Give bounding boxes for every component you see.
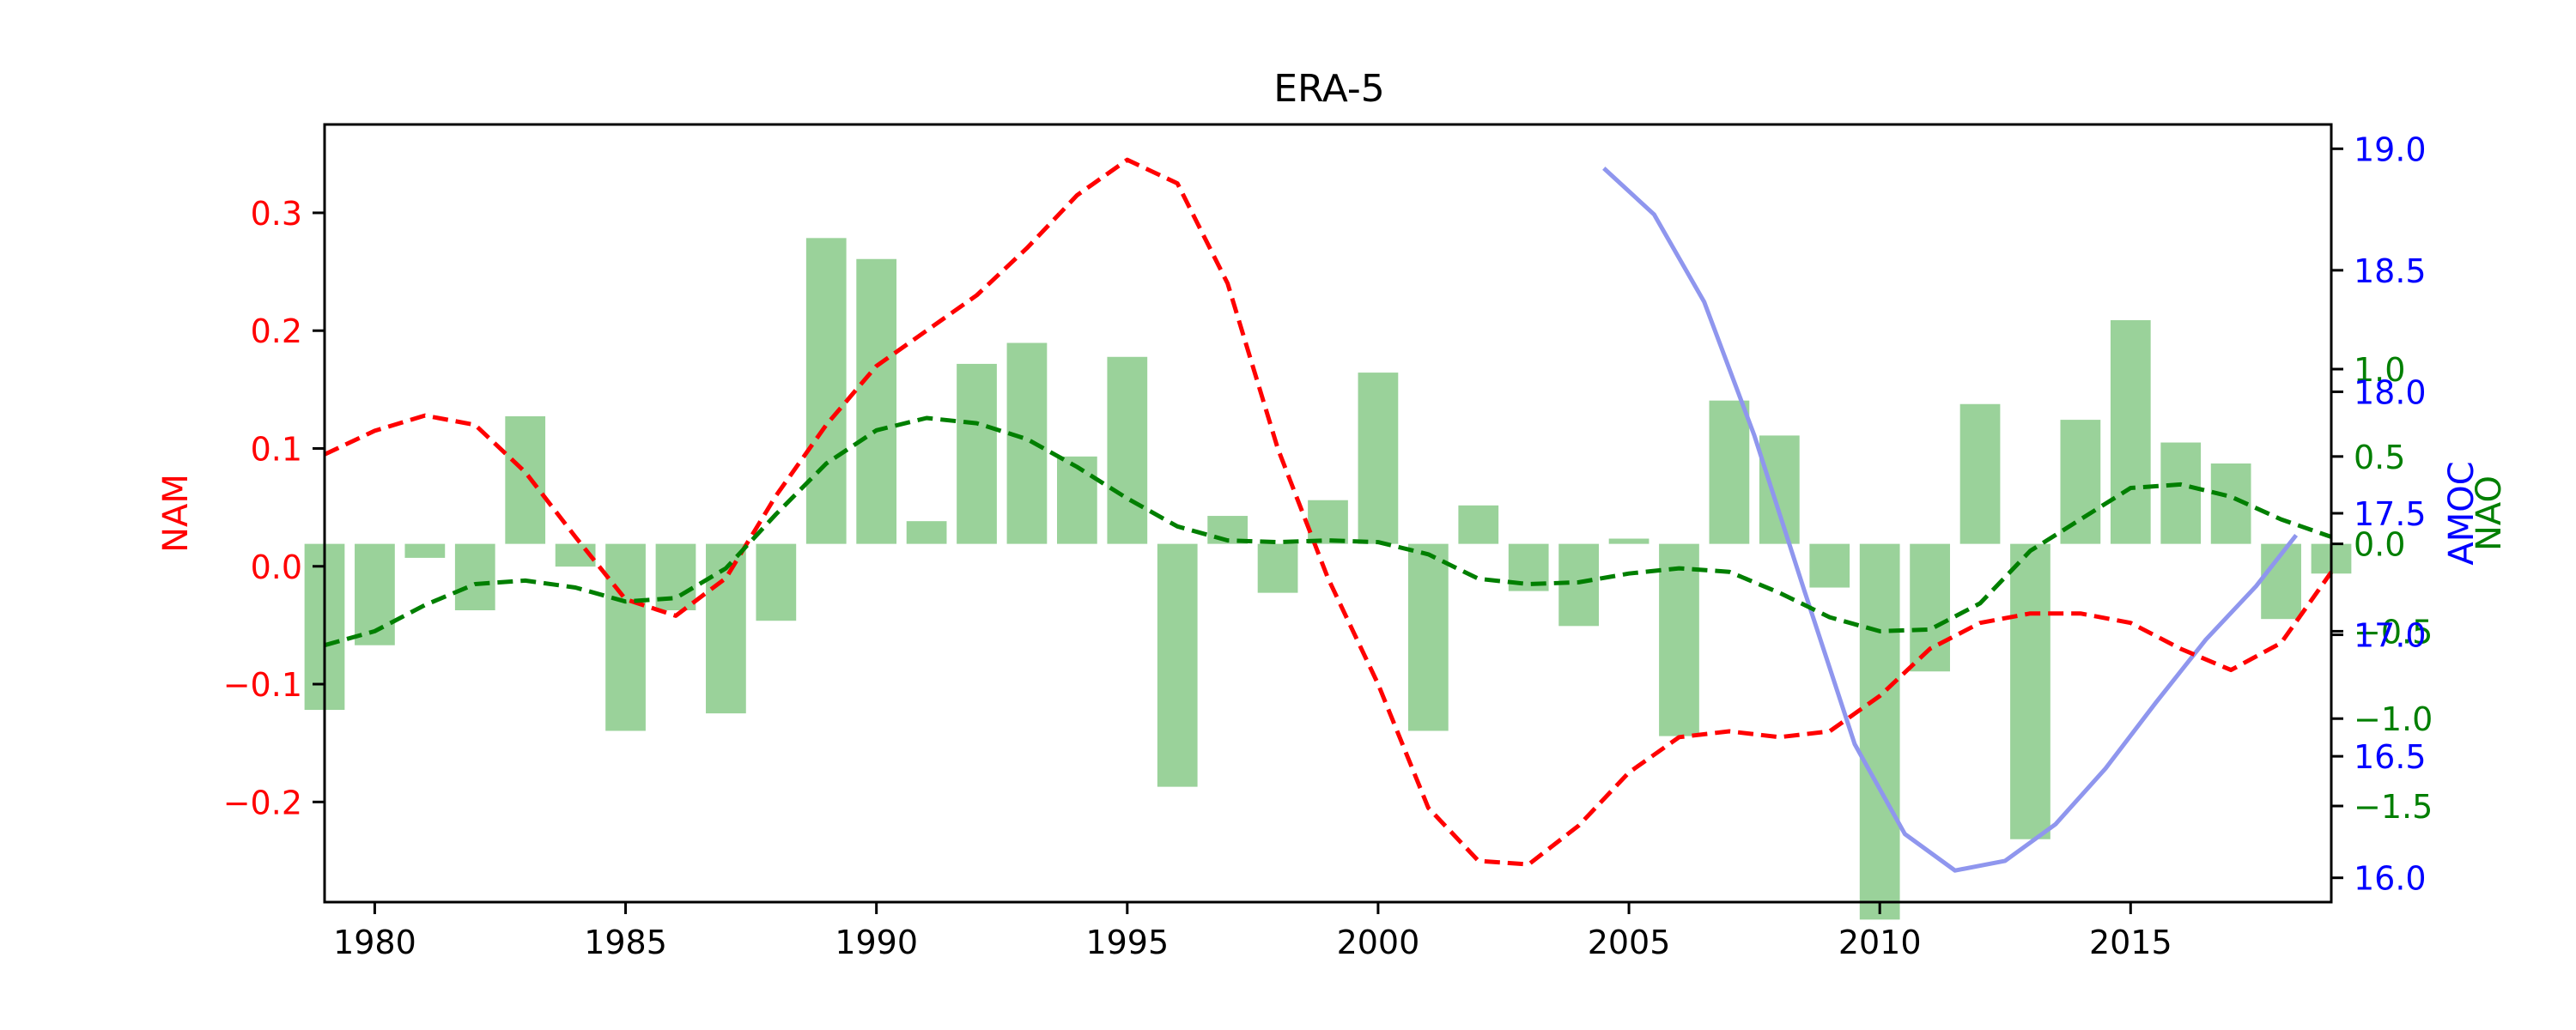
nao-bar (805, 238, 847, 544)
x-axis: 1980 1985 1990 1995 2000 2005 2010 2015 (333, 902, 2172, 961)
nao-bar (1809, 543, 1850, 588)
x-tick-label: 2005 (1588, 924, 1671, 961)
nam-tick-label: −0.1 (223, 666, 302, 704)
nao-bar (1709, 400, 1750, 544)
nao-bar (1759, 435, 1800, 544)
nao-bar (2110, 320, 2151, 544)
nao-tick-label: 0.5 (2354, 439, 2405, 476)
x-tick-label: 1995 (1085, 924, 1169, 961)
nam-tick-label: −0.2 (223, 784, 302, 821)
amoc-line (1602, 167, 2299, 873)
x-tick-label: 2010 (1838, 924, 1922, 961)
nao-tick-label: 0.0 (2354, 526, 2405, 564)
nam-axis-label: NAM (156, 474, 196, 553)
nao-bar (2010, 543, 2050, 839)
nao-bar (906, 521, 947, 544)
nam-tick-label: 0.0 (251, 548, 302, 586)
chart-title: ERA-5 (1273, 67, 1385, 111)
amoc-tick-label: 18.0 (2354, 373, 2427, 411)
nao-bar (1910, 543, 1950, 672)
amoc-tick-label: 16.0 (2354, 860, 2427, 898)
nao-axis-label: NAO (2470, 476, 2509, 551)
nao-tick-label: −1.5 (2354, 788, 2433, 826)
nao-smoothed-line (324, 415, 2332, 648)
nao-bar (404, 543, 446, 558)
nao-bar (1157, 543, 1198, 787)
nam-tick-label: 0.3 (251, 195, 302, 233)
nao-bar (756, 543, 797, 621)
nao-bar (355, 543, 395, 645)
nao-bar (957, 363, 997, 544)
nao-bar (1107, 356, 1148, 544)
nao-bar (2060, 420, 2101, 544)
nao-bar (1859, 543, 1900, 920)
nao-bar (1608, 538, 1649, 544)
nam-line (323, 157, 2334, 867)
nao-bar (1458, 505, 1499, 544)
series-lines (323, 157, 2334, 873)
nao-bar (1308, 500, 1348, 544)
amoc-axis-label: AMOC (2442, 461, 2482, 565)
nao-bar (1257, 543, 1298, 593)
nam-axis: −0.2 −0.1 0.0 0.1 0.2 0.3 (223, 195, 325, 821)
amoc-tick-label: 17.5 (2354, 495, 2427, 533)
nao-bar (1959, 403, 2001, 544)
nao-axis: −1.5 −1.0 −0.5 0.0 0.5 1.0 (2331, 351, 2433, 826)
nao-bar (1057, 456, 1097, 544)
nao-tick-label: 1.0 (2354, 351, 2405, 389)
nao-bar (1006, 342, 1048, 544)
amoc-tick-label: 16.5 (2354, 738, 2427, 776)
amoc-tick-label: 19.0 (2354, 130, 2427, 168)
nao-bar (1407, 543, 1449, 731)
nao-bar (1659, 543, 1699, 736)
amoc-tick-label: 18.5 (2354, 252, 2427, 290)
x-tick-label: 1980 (333, 924, 416, 961)
nam-tick-label: 0.1 (251, 431, 302, 469)
x-tick-label: 1985 (584, 924, 667, 961)
amoc-tick-label: 17.0 (2354, 617, 2427, 655)
nao-tick-label: −1.0 (2354, 700, 2433, 738)
nao-bar (1558, 543, 1599, 627)
x-tick-label: 1990 (835, 924, 918, 961)
nao-bar (605, 543, 646, 731)
nam-tick-label: 0.2 (251, 312, 302, 350)
nao-bar (454, 543, 495, 610)
amoc-axis: 16.0 16.5 17.0 17.5 18.0 18.5 19.0 (2331, 130, 2427, 898)
nao-tick-label: −0.5 (2354, 613, 2433, 651)
x-tick-label: 2015 (2089, 924, 2172, 961)
nao-bar (856, 258, 897, 544)
nao-bar (706, 543, 746, 714)
nao-bar (2160, 442, 2202, 544)
nao-bar (505, 416, 546, 544)
nao-bar (1358, 373, 1399, 544)
x-tick-label: 2000 (1337, 924, 1420, 961)
